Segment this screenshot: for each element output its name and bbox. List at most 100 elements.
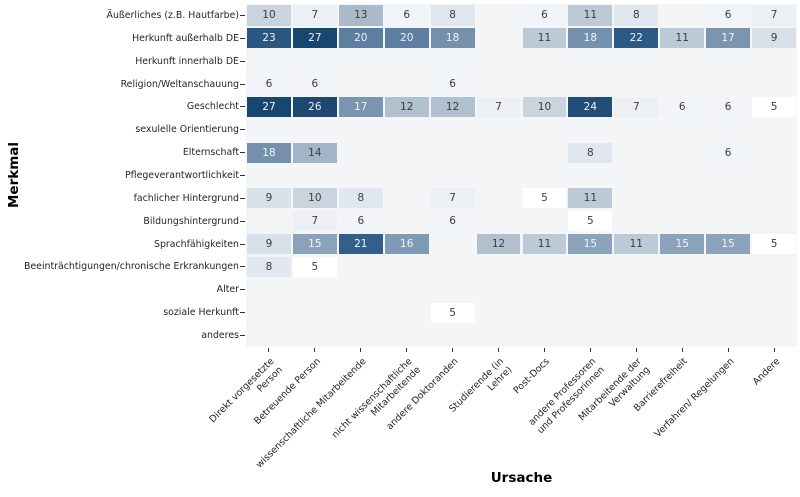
cell-value: 20 <box>354 32 368 45</box>
heatmap-cell: 8 <box>338 188 383 209</box>
cell-value: 8 <box>632 9 640 22</box>
cell-value: 5 <box>311 260 319 273</box>
y-tick-label: Elternschaft <box>182 147 239 159</box>
cell-value: 15 <box>583 238 598 251</box>
x-tick-mark <box>268 348 270 352</box>
cell-value: 7 <box>449 192 456 205</box>
heatmap-cell: 7 <box>292 5 337 26</box>
cell-value: 10 <box>537 100 552 113</box>
y-tick-mark <box>240 312 245 314</box>
cell-value: 27 <box>262 100 276 113</box>
cell-value: 8 <box>357 192 365 205</box>
x-tick-label: Andere <box>750 356 782 388</box>
x-axis-title: Ursache <box>490 470 553 486</box>
y-tick-label: Sprachfähigkeiten <box>154 238 239 250</box>
y-tick-label: sexulelle Orientierung <box>135 124 239 136</box>
cell-value: 6 <box>265 78 273 91</box>
x-tick-mark <box>543 348 545 352</box>
heatmap-cell: 23 <box>247 28 291 49</box>
x-tick-mark <box>589 348 591 352</box>
heatmap-cell: 6 <box>292 73 337 95</box>
heatmap-cell: 26 <box>292 96 337 118</box>
heatmap-cell: 13 <box>338 5 383 26</box>
heatmap-cell: 14 <box>292 142 337 163</box>
cell-value: 24 <box>583 100 598 113</box>
x-tick-mark <box>360 348 362 352</box>
cell-value: 10 <box>308 192 322 205</box>
heatmap-cell: 7 <box>292 211 337 232</box>
y-tick-label: soziale Herkunft <box>163 307 239 319</box>
cell-value: 9 <box>770 32 778 45</box>
heatmap-cell: 11 <box>660 28 705 49</box>
heatmap-cell: 16 <box>384 233 429 255</box>
cell-value: 12 <box>400 100 414 113</box>
heatmap-cell: 27 <box>292 28 337 49</box>
y-tick-mark <box>240 220 245 222</box>
y-tick-label: Pflegeverantwortlichkeit <box>125 169 239 181</box>
y-tick-label: Alter <box>216 284 239 296</box>
y-tick-mark <box>240 129 245 131</box>
cell-value: 7 <box>311 215 319 228</box>
heatmap-cell: 18 <box>247 142 291 163</box>
heatmap-cell: 11 <box>614 233 659 255</box>
y-tick-mark <box>240 289 245 291</box>
heatmap-cell: 24 <box>568 96 613 118</box>
heatmap-cell: 6 <box>338 211 383 232</box>
cell-value: 7 <box>632 100 640 113</box>
y-tick-mark <box>240 60 245 62</box>
heatmap-cell: 17 <box>706 28 751 49</box>
cell-value: 6 <box>724 146 732 159</box>
y-tick-mark <box>240 83 245 85</box>
y-tick-label: Geschlecht <box>186 101 239 113</box>
heatmap-cell: 5 <box>568 211 613 232</box>
y-tick-label: anderes <box>201 330 239 342</box>
y-tick-mark <box>240 335 245 337</box>
heatmap-cell: 5 <box>522 188 567 209</box>
cell-value: 6 <box>724 100 732 113</box>
heatmap-cell: 8 <box>430 5 475 26</box>
heatmap-cell: 6 <box>430 73 475 95</box>
heatmap-cell: 5 <box>430 302 475 323</box>
heatmap-cell: 15 <box>660 233 705 255</box>
cell-value: 5 <box>541 192 548 205</box>
cell-value: 18 <box>262 146 276 159</box>
cell-value: 22 <box>629 32 643 45</box>
cell-value: 7 <box>495 100 502 113</box>
y-tick-mark <box>240 266 245 268</box>
cell-value: 8 <box>587 146 594 159</box>
cell-value: 15 <box>721 238 735 251</box>
heatmap-cell: 15 <box>568 233 613 255</box>
y-tick-mark <box>240 175 245 176</box>
y-tick-label: fachlicher Hintergrund <box>133 192 239 204</box>
heatmap-cell: 6 <box>706 96 751 118</box>
y-tick-mark <box>240 152 245 154</box>
heatmap-cell: 7 <box>752 5 796 26</box>
cell-value: 27 <box>308 32 322 45</box>
heatmap-cell: 6 <box>522 5 567 26</box>
cell-value: 17 <box>721 32 735 45</box>
cell-value: 20 <box>400 32 414 45</box>
heatmap-cell: 6 <box>247 73 291 95</box>
cell-value: 8 <box>449 9 456 22</box>
cell-value: 10 <box>262 9 276 22</box>
heatmap-cell: 22 <box>614 28 659 49</box>
heatmap-cell: 7 <box>614 96 659 118</box>
heatmap-cell: 12 <box>476 233 521 255</box>
heatmap-cell: 7 <box>476 96 521 118</box>
y-tick-mark <box>240 197 245 199</box>
x-tick-label: Post-Docs <box>511 356 553 397</box>
cell-value: 18 <box>583 32 598 45</box>
y-tick-mark <box>240 243 245 245</box>
cell-value: 13 <box>354 9 368 22</box>
plot-area: 10 7 13 6 8 6 11 8 6 7 23 27 20 20 18 11 18 22 11 17 9 6 6 6 27 2… <box>246 4 797 347</box>
cell-value: 11 <box>629 238 643 251</box>
cell-value: 5 <box>770 100 778 113</box>
cell-value: 12 <box>445 100 460 113</box>
heatmap-cell: 5 <box>752 233 796 255</box>
x-tick-mark <box>452 348 454 352</box>
heatmap-cell: 9 <box>247 188 291 209</box>
y-tick-label: Bildungshintergrund <box>143 215 239 227</box>
y-tick-label: Religion/Weltanschauung <box>120 78 239 90</box>
cell-value: 15 <box>675 238 689 251</box>
